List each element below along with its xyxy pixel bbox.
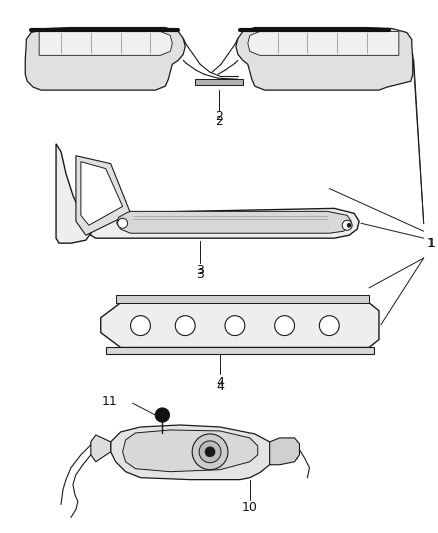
Polygon shape [123,430,258,472]
Polygon shape [81,161,123,225]
Text: 4: 4 [216,376,224,389]
Polygon shape [236,28,413,90]
Polygon shape [56,144,359,243]
Bar [279,446,297,458]
Polygon shape [195,79,243,85]
Polygon shape [91,435,111,462]
Circle shape [342,220,352,230]
Text: 1: 1 [427,237,435,249]
Circle shape [175,316,195,336]
Text: 3: 3 [196,264,204,278]
Polygon shape [117,212,351,233]
Text: 4: 4 [216,379,224,393]
Circle shape [155,408,170,422]
Polygon shape [39,31,172,55]
Circle shape [205,447,215,457]
Text: 3: 3 [196,269,204,281]
Text: 11: 11 [102,394,118,408]
Text: 2: 2 [215,110,223,124]
Polygon shape [76,156,131,235]
Circle shape [225,316,245,336]
Text: 1: 1 [427,237,434,249]
Circle shape [131,316,150,336]
Polygon shape [248,31,399,55]
Circle shape [319,316,339,336]
Polygon shape [25,28,185,90]
Polygon shape [116,295,369,303]
Circle shape [192,434,228,470]
Circle shape [199,441,221,463]
Circle shape [347,223,351,227]
Polygon shape [106,348,374,354]
Circle shape [118,219,127,228]
Text: 10: 10 [242,501,258,514]
Polygon shape [111,425,272,480]
Circle shape [275,316,294,336]
Text: 2: 2 [215,116,223,128]
Polygon shape [270,438,300,465]
Polygon shape [101,303,379,348]
